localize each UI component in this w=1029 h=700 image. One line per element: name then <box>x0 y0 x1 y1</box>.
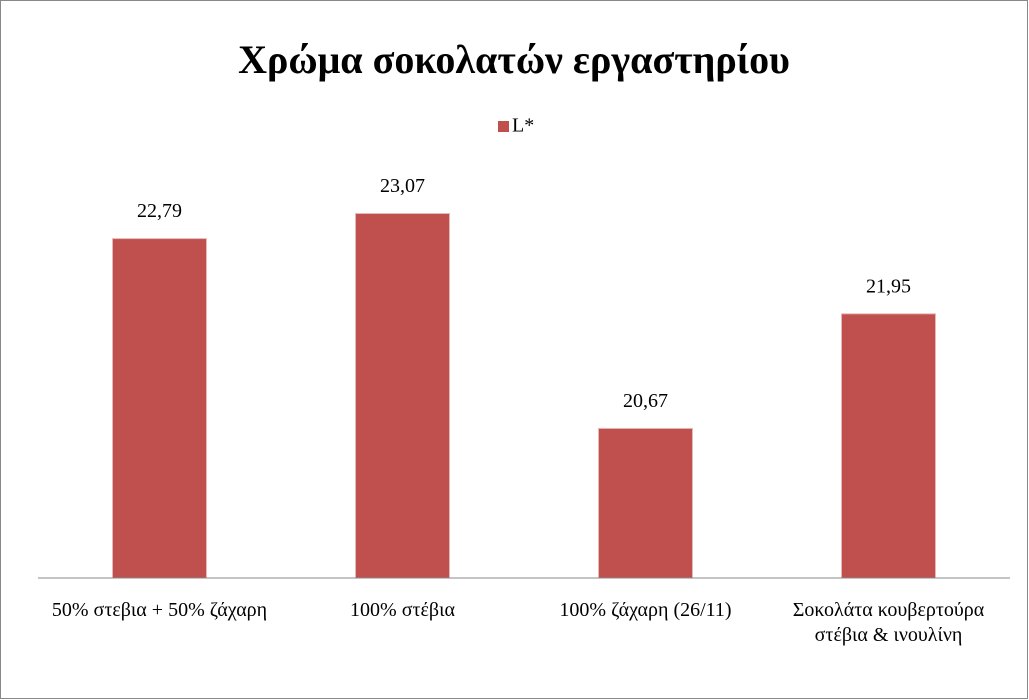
bar <box>598 427 693 579</box>
x-tick-label: 50% στεβια + 50% ζάχαρη <box>51 599 268 621</box>
bar <box>355 213 450 579</box>
value-label: 23,07 <box>380 175 425 197</box>
value-label: 22,79 <box>137 200 182 222</box>
chart-title: Χρώμα σοκολατών εργαστηρίου <box>238 37 790 82</box>
bar <box>841 313 936 579</box>
value-label: 20,67 <box>623 390 668 412</box>
x-tick-label: Σοκολάτα κουβερτούρα στέβια & ινουλίνη <box>792 599 985 646</box>
legend-swatch <box>498 121 509 132</box>
bar <box>112 238 207 579</box>
x-tick-label: 100% στέβια <box>350 599 455 621</box>
x-tick-label: 100% ζάχαρη (26/11) <box>559 599 732 621</box>
legend-label: L* <box>512 115 534 137</box>
value-label: 21,95 <box>866 275 911 297</box>
